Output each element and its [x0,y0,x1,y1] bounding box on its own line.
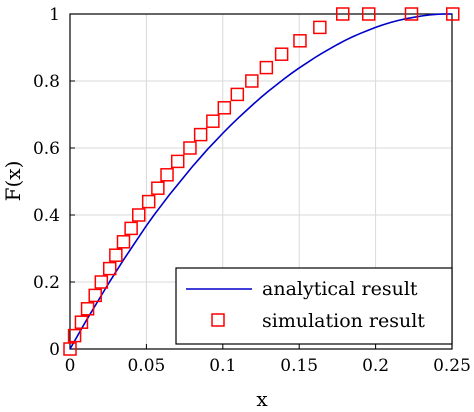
simulation-marker [217,101,232,115]
series-line-analytical [69,13,452,350]
simulation-marker [230,87,245,102]
simulation-marker [335,7,350,21]
simulation-marker [293,34,307,48]
simulation-marker [183,141,197,155]
simulation-marker [124,221,138,236]
legend-label-simulation: simulation result [262,310,425,332]
simulation-marker [80,302,95,316]
y-tick-label: 0.4 [33,206,60,226]
simulation-marker [102,261,117,276]
simulation-marker [151,181,165,195]
simulation-marker [109,248,123,262]
x-tick-label: 0 [65,356,76,376]
legend-square-icon [211,313,225,327]
simulation-marker [132,208,146,222]
ticks: 0 0.05 0.1 0.15 0.2 0.25 0 0.2 0.4 0.6 0.8 1 [33,5,471,376]
simulation-marker [259,60,274,75]
legend-label-analytical: analytical result [262,278,418,300]
y-tick-label: 0.2 [33,273,60,293]
series-layer [63,7,460,356]
simulation-marker [141,194,156,209]
y-tick-label: 0.6 [33,139,60,159]
simulation-marker [170,154,185,169]
x-axis-label: x [256,387,268,411]
simulation-marker [446,7,460,21]
x-tick-label: 0.2 [362,356,389,376]
simulation-marker [361,7,376,21]
simulation-marker [74,315,89,329]
x-tick-label: 0.25 [433,356,471,376]
simulation-marker [245,74,259,88]
simulation-marker [67,328,82,343]
x-tick-label: 0.15 [280,356,318,376]
x-tick-label: 0.1 [209,356,236,376]
y-tick-label: 0.8 [33,72,60,92]
simulation-marker [193,127,208,142]
x-tick-label: 0.05 [127,356,165,376]
simulation-marker [88,288,102,303]
simulation-marker [116,235,131,249]
simulation-marker [94,275,109,289]
simulation-marker [206,114,220,128]
simulation-marker [313,20,327,35]
y-tick-label: 0 [49,340,60,360]
y-axis-label: F(x) [1,161,25,202]
simulation-marker [63,342,77,356]
simulation-marker [160,168,174,182]
y-tick-label: 1 [49,5,60,25]
simulation-marker [274,47,289,61]
legend: analytical result simulation result [175,267,453,345]
legend-box [175,267,453,345]
plot-frame [69,13,453,350]
simulation-marker [404,7,419,21]
